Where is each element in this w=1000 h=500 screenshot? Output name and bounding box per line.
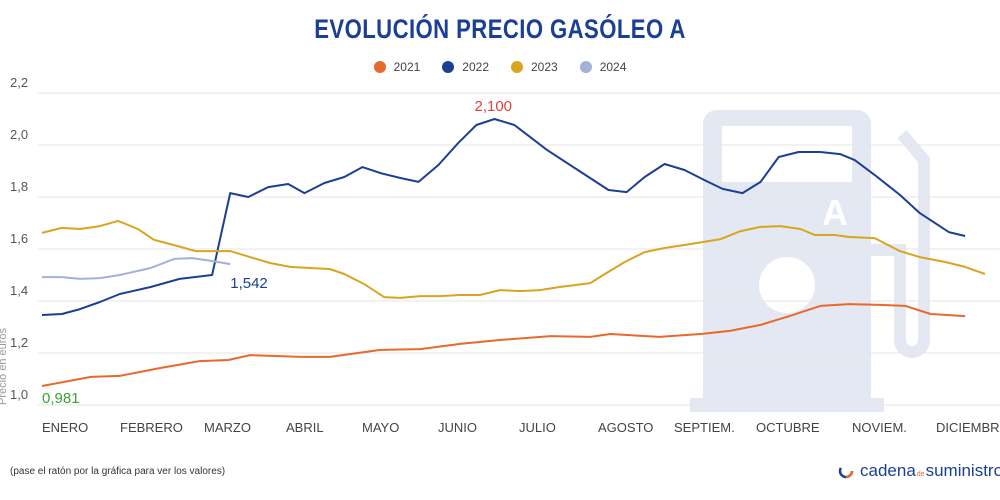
legend-item-2023[interactable]: 2023	[511, 60, 558, 74]
y-tick-label: 2,2	[10, 75, 28, 90]
chart-title: EVOLUCIÓN PRECIO GASÓLEO A	[314, 14, 686, 44]
series-line-2024	[42, 257, 231, 280]
x-tick-label: ENERO	[42, 420, 88, 435]
x-tick-label: MARZO	[204, 420, 251, 435]
brand-name-a: cadena	[860, 461, 916, 480]
x-tick-label: OCTUBRE	[756, 420, 820, 435]
x-tick-label: JULIO	[519, 420, 556, 435]
brand-ring-icon	[838, 463, 854, 479]
brand-name-b: suministro	[925, 461, 1000, 480]
series-line-2022	[41, 118, 966, 316]
x-tick-label: NOVIEM.	[852, 420, 907, 435]
legend-swatch	[511, 61, 523, 73]
x-tick-label: DICIEMBRE	[936, 420, 1000, 435]
y-tick-label: 1,6	[10, 231, 28, 246]
legend-item-2021[interactable]: 2021	[373, 60, 421, 74]
legend-item-2022[interactable]: 2022	[442, 60, 489, 74]
y-tick-label: 1,0	[10, 387, 28, 402]
y-tick-label: 1,8	[10, 179, 28, 194]
hover-note: (pase el ratón por la gráfica para ver l…	[10, 466, 226, 477]
y-axis-label: Precio en euros	[0, 327, 9, 405]
pump-watermark-icon: A	[690, 110, 930, 412]
legend-swatch	[442, 61, 455, 73]
x-tick-label: MAYO	[362, 420, 399, 435]
legend-label: 2024	[599, 60, 627, 74]
data-annotation: 1,542	[230, 275, 268, 292]
legend-label: 2023	[531, 60, 558, 74]
svg-text:A: A	[822, 192, 848, 233]
brand-de: de	[916, 471, 925, 478]
x-tick-label: ABRIL	[286, 420, 324, 435]
brand-logo: cadenadesuministro	[838, 461, 1000, 481]
data-annotation: 2,100	[474, 98, 512, 115]
x-tick-label: SEPTIEM.	[674, 420, 735, 435]
y-tick-label: 2,0	[10, 127, 28, 142]
legend-label: 2022	[462, 60, 489, 74]
y-tick-label: 1,4	[10, 283, 28, 298]
legend-swatch	[373, 61, 386, 73]
x-tick-label: FEBRERO	[120, 420, 183, 435]
series-line-2023	[41, 219, 986, 299]
y-tick-label: 1,2	[10, 335, 28, 350]
legend-item-2024[interactable]: 2024	[579, 60, 627, 74]
x-tick-label: AGOSTO	[598, 420, 653, 435]
legend-swatch	[579, 61, 592, 73]
x-tick-label: JUNIO	[438, 420, 477, 435]
legend-label: 2021	[393, 60, 421, 74]
series-line-2021	[41, 303, 966, 387]
data-annotation: 0,981	[42, 390, 80, 407]
legend: 2021 2022 2023 2024	[0, 60, 1000, 74]
